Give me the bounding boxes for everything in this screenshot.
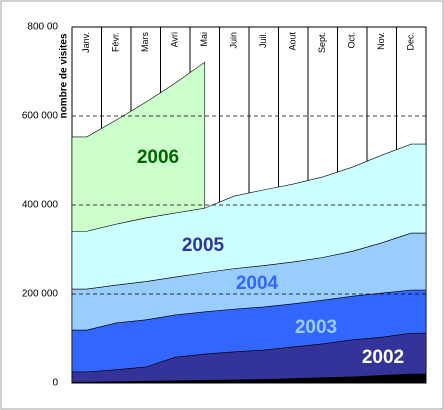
month-label: Aout — [288, 32, 298, 51]
month-label: Dec. — [406, 32, 416, 51]
month-label: Avri — [170, 32, 180, 47]
labels: Janv. Févr. Mars Avri Mai Juin Juil. Aout Sept. O… — [22, 22, 416, 389]
area — [71, 61, 206, 232]
y-tick-label: 800 00 — [27, 22, 58, 33]
y-tick-label: 400 000 — [22, 200, 59, 211]
month-label: Mai — [199, 32, 209, 47]
month-label: Mars — [140, 32, 150, 52]
y-axis-title: nombre de visites — [59, 33, 70, 118]
month-label: Sept. — [317, 32, 327, 53]
month-label: Oct. — [347, 32, 357, 49]
areas — [71, 61, 427, 384]
month-label: Juin — [229, 32, 239, 49]
series-label: 2002 — [362, 347, 404, 368]
series-label: 2003 — [295, 317, 337, 338]
series-label: 2004 — [236, 273, 279, 294]
month-label: Nov. — [376, 32, 386, 50]
horizontal-grid — [72, 115, 426, 295]
series-label: 2005 — [182, 235, 225, 256]
y-tick-label: 600 000 — [22, 111, 59, 122]
y-tick-label: 0 — [52, 378, 58, 389]
month-label: Janv. — [81, 32, 91, 53]
series-label: 2006 — [137, 147, 179, 168]
y-tick-label: 200 000 — [22, 289, 59, 300]
month-label: Févr. — [111, 32, 121, 52]
month-label: Juil. — [258, 32, 268, 48]
